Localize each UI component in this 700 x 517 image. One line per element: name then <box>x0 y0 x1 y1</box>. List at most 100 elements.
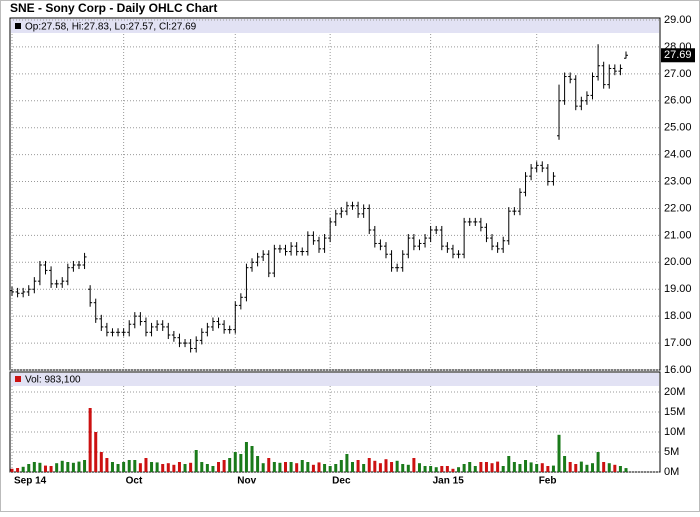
last-price-label: 27.69 <box>664 49 692 61</box>
volume-bar <box>295 463 299 472</box>
volume-bar <box>144 458 148 472</box>
volume-bar <box>473 466 477 472</box>
volume-bar <box>579 461 583 472</box>
volume-bar <box>574 464 578 472</box>
volume-bar <box>445 466 449 472</box>
volume-bar <box>311 464 315 472</box>
volume-bar <box>440 466 444 472</box>
volume-bar <box>110 462 114 472</box>
volume-bar <box>189 462 193 472</box>
volume-bar <box>278 462 282 472</box>
volume-bar <box>524 460 528 472</box>
volume-bar <box>289 462 293 472</box>
volume-bar <box>38 462 42 472</box>
volume-bar <box>10 468 14 472</box>
volume-bar <box>250 446 254 472</box>
volume-bar <box>222 460 226 472</box>
price-legend: Op:27.58, Hi:27.83, Lo:27.57, Cl:27.69 <box>25 22 197 33</box>
volume-bar <box>272 462 276 472</box>
volume-bar <box>205 464 209 472</box>
volume-bar <box>613 464 617 472</box>
y-tick-label: 22.00 <box>664 202 692 214</box>
volume-bar <box>518 464 522 472</box>
volume-bar <box>16 468 20 472</box>
volume-bar <box>546 466 550 472</box>
volume-bar <box>77 461 81 472</box>
volume-bar <box>155 462 159 472</box>
volume-bar <box>211 466 215 472</box>
y-tick-label: 16.00 <box>664 364 692 376</box>
volume-bar <box>105 458 109 472</box>
volume-panel <box>9 371 661 473</box>
volume-legend: Vol: 983,100 <box>25 375 81 386</box>
volume-bar <box>323 464 327 472</box>
volume-bar <box>373 460 377 472</box>
y-tick-label: 19.00 <box>664 283 692 295</box>
last-price-box <box>661 48 695 63</box>
volume-bar <box>395 460 399 472</box>
volume-legend-swatch <box>15 376 21 382</box>
volume-bar <box>417 463 421 472</box>
volume-bar <box>423 466 427 472</box>
price-legend-swatch <box>15 23 21 29</box>
y-tick-label: 23.00 <box>664 175 692 187</box>
volume-bar <box>194 450 198 472</box>
y2-tick-label: 0M <box>664 466 679 478</box>
volume-bar <box>618 466 622 472</box>
volume-bar <box>127 460 131 472</box>
volume-bar <box>116 464 120 472</box>
volume-bar <box>384 459 388 472</box>
price-panel <box>9 17 661 371</box>
volume-bar <box>501 466 505 472</box>
volume-bar <box>43 465 47 472</box>
chart-title: SNE - Sony Corp - Daily OHLC Chart <box>10 1 217 15</box>
volume-bar <box>479 462 483 472</box>
volume-bar <box>468 462 472 472</box>
volume-bar <box>83 460 87 472</box>
x-tick-label: Oct <box>126 476 143 487</box>
volume-bar <box>161 464 165 472</box>
volume-bar <box>490 463 494 472</box>
volume-bar <box>557 434 561 472</box>
volume-bar <box>540 463 544 472</box>
y-tick-label: 26.00 <box>664 95 692 107</box>
volume-bar <box>607 463 611 472</box>
volume-bar <box>356 460 360 472</box>
volume-bar <box>239 454 243 472</box>
volume-bar <box>49 466 53 472</box>
volume-bar <box>32 462 36 472</box>
y-tick-label: 25.00 <box>664 122 692 134</box>
volume-bar <box>350 462 354 472</box>
volume-bar <box>306 462 310 472</box>
volume-bar <box>177 462 181 472</box>
volume-bar <box>451 468 455 472</box>
volume-bar <box>596 452 600 472</box>
volume-bar <box>406 464 410 472</box>
y-tick-label: 21.00 <box>664 229 692 241</box>
volume-bar <box>27 464 31 472</box>
volume-bar <box>339 460 343 472</box>
y-tick-label: 24.00 <box>664 149 692 161</box>
volume-bar <box>138 463 142 472</box>
y2-tick-label: 20M <box>664 386 685 398</box>
volume-bar <box>434 467 438 472</box>
volume-bar <box>284 462 288 472</box>
volume-bar <box>512 462 516 472</box>
volume-bar <box>535 464 539 472</box>
volume-bar <box>228 458 232 472</box>
volume-bar <box>172 464 176 472</box>
volume-bar <box>233 452 237 472</box>
volume-bar <box>429 466 433 472</box>
volume-bar <box>60 460 64 472</box>
volume-bar <box>334 464 338 472</box>
volume-bar <box>551 465 555 472</box>
volume-bar <box>94 432 98 472</box>
x-tick-label: Sep 14 <box>14 476 47 487</box>
volume-bar <box>267 458 271 472</box>
volume-bar <box>55 463 59 472</box>
volume-bar <box>166 463 170 472</box>
volume-bar <box>183 464 187 472</box>
volume-bar <box>200 462 204 472</box>
y-tick-label: 17.00 <box>664 337 692 349</box>
volume-bar <box>624 468 628 472</box>
